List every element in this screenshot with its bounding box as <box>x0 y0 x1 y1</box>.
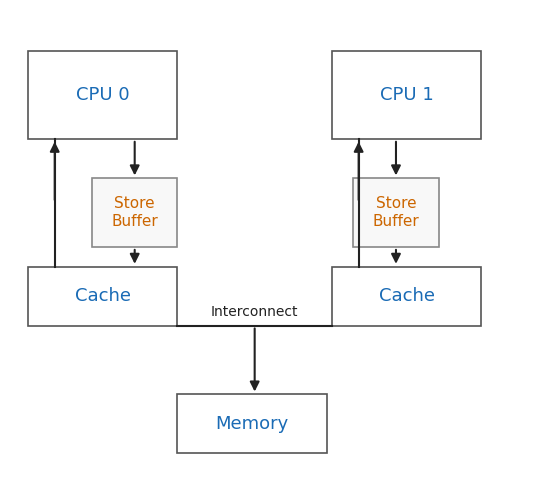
Text: Store
Buffer: Store Buffer <box>111 197 158 229</box>
Text: CPU 0: CPU 0 <box>76 86 130 104</box>
Text: Cache: Cache <box>75 287 131 305</box>
FancyBboxPatch shape <box>92 178 177 247</box>
Text: Store
Buffer: Store Buffer <box>373 197 419 229</box>
Text: Interconnect: Interconnect <box>211 305 299 319</box>
FancyBboxPatch shape <box>332 50 481 139</box>
Text: Cache: Cache <box>378 287 435 305</box>
FancyBboxPatch shape <box>28 267 177 326</box>
FancyBboxPatch shape <box>353 178 438 247</box>
Text: Memory: Memory <box>215 415 288 433</box>
Text: CPU 1: CPU 1 <box>380 86 434 104</box>
FancyBboxPatch shape <box>332 267 481 326</box>
FancyBboxPatch shape <box>28 50 177 139</box>
FancyBboxPatch shape <box>177 394 326 453</box>
